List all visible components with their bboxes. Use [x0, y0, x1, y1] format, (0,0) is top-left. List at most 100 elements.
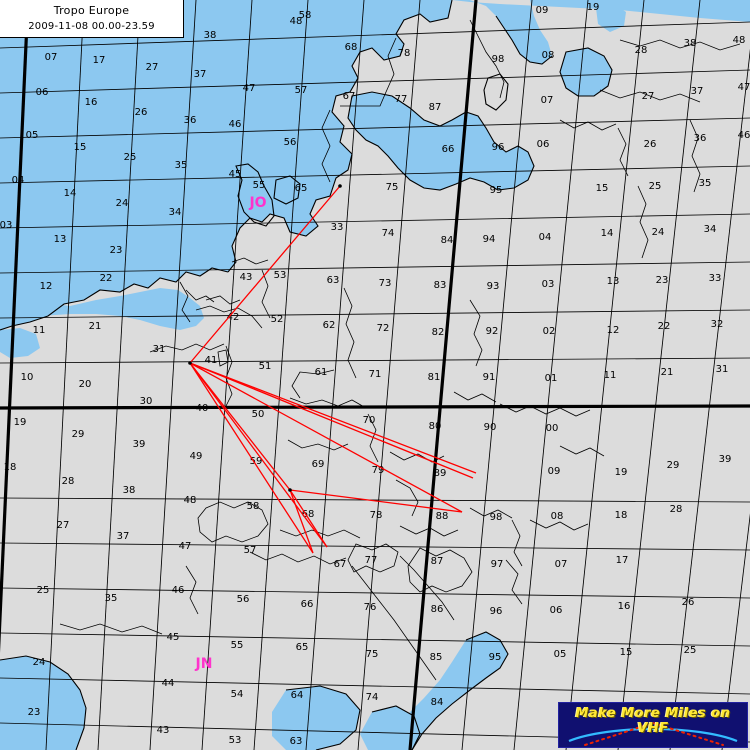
grid-square-label: 15 [74, 142, 87, 153]
grid-field-label: JN [195, 656, 213, 672]
grid-square-label: 22 [658, 321, 671, 332]
grid-square-label: 25 [37, 585, 50, 596]
border-at-hu [395, 479, 419, 517]
title-box: Tropo Europe 2009-11-08 00.00-23.59 [0, 0, 184, 38]
grid-square-label: 19 [587, 2, 600, 13]
grid-square-label: 56 [284, 137, 297, 148]
grid-square-label: 18 [4, 462, 17, 473]
grid-field-labels: JO JN [195, 195, 267, 672]
grid-square-label: 48 [184, 495, 197, 506]
grid-square-label: 16 [85, 97, 98, 108]
grid-square-label: 47 [179, 541, 192, 552]
grid-square-label: 70 [363, 415, 376, 426]
grid-square-label: 58 [299, 10, 312, 21]
grid-square-label: 47 [738, 82, 750, 93]
grid-square-label: 03 [542, 279, 555, 290]
grid-square-label: 69 [312, 459, 325, 470]
grid-square-label: 80 [429, 421, 442, 432]
grid-square-label: 53 [229, 735, 242, 746]
sea-tyrrhenian [360, 706, 420, 750]
grid-square-label: 12 [607, 325, 620, 336]
tropo-path-line [289, 489, 463, 513]
grid-square-label: 11 [33, 325, 46, 336]
border-it-north [249, 551, 347, 565]
grid-square-label: 23 [28, 707, 41, 718]
grid-square-label: 19 [615, 467, 628, 478]
grid-square-label: 23 [110, 245, 123, 256]
sea-baltic [348, 92, 534, 190]
grid-square-label: 44 [162, 678, 175, 689]
grid-square-label: 06 [36, 87, 49, 98]
grid-square-label: 08 [551, 511, 564, 522]
grid-square-label: 67 [334, 559, 347, 570]
grid-square-label: 81 [428, 372, 441, 383]
grid-square-label: 21 [89, 321, 102, 332]
grid-square-label: 59 [250, 456, 263, 467]
coast-scandinavia [227, 0, 453, 273]
grid-square-label: 78 [370, 510, 383, 521]
grid-square-label: 17 [616, 555, 629, 566]
grid-square-label: 09 [548, 466, 561, 477]
grid-square-label: 29 [72, 429, 85, 440]
grid-square-label: 37 [194, 69, 207, 80]
grid-square-label: 84 [431, 697, 444, 708]
border-ba [407, 547, 473, 593]
grid-square-label: 57 [244, 545, 257, 556]
grid-square-label: 26 [135, 107, 148, 118]
tropo-path-line [189, 362, 477, 474]
grid-square-label: 72 [377, 323, 390, 334]
grid-square-label: 18 [615, 510, 628, 521]
grid-square-label: 29 [667, 460, 680, 471]
border-se-fi [469, 19, 505, 99]
grid-square-label: 45 [167, 632, 180, 643]
sea-ligurian [272, 686, 360, 750]
tropo-path-line [189, 362, 474, 479]
grid-square-label: 39 [719, 454, 732, 465]
border-de-nl [205, 295, 241, 305]
grid-square-label: 07 [555, 559, 568, 570]
grid-square-label: 52 [271, 314, 284, 325]
grid-square-label: 93 [487, 281, 500, 292]
grid-square-label: 68 [302, 509, 315, 520]
grid-square-label: 11 [604, 370, 617, 381]
sea-gulf-riga [560, 48, 612, 96]
grid-square-label: 02 [543, 326, 556, 337]
grid-square-label: 51 [259, 361, 272, 372]
grid-square-label: 12 [40, 281, 53, 292]
border-ru-east [689, 119, 701, 193]
grid-square-label: 31 [153, 344, 166, 355]
grid-square-label: 65 [295, 183, 308, 194]
grid-square-label: 54 [231, 689, 244, 700]
grid-square-label: 09 [536, 5, 549, 16]
grid-square-label: 76 [364, 602, 377, 613]
grid-square-label: 13 [54, 234, 67, 245]
grid-square-label: 17 [93, 55, 106, 66]
border-de-inner-elbe [261, 269, 271, 319]
grid-square-label: 97 [491, 559, 504, 570]
grid-square-label: 37 [691, 86, 704, 97]
hub-north-marker [338, 184, 342, 188]
border-fr-it [185, 565, 199, 615]
border-ro-inner [529, 519, 589, 531]
grid-square-label: 08 [542, 50, 555, 61]
grid-square-label: 85 [430, 652, 443, 663]
grid-square-label: 14 [64, 188, 77, 199]
border-fr-es [59, 623, 163, 635]
border-de-cz [289, 397, 367, 409]
grid-square-label: 36 [184, 115, 197, 126]
border-by-ru [637, 185, 649, 259]
sea-northwest-inlet [0, 328, 40, 358]
grid-square-label: 36 [694, 133, 707, 144]
grid-square-label: 94 [483, 234, 496, 245]
grid-square-label: 49 [190, 451, 203, 462]
grid-square-label: 28 [62, 476, 75, 487]
grid-square-label: 66 [442, 144, 455, 155]
border-no-se-north [340, 37, 397, 107]
grid-square-label: 05 [26, 130, 39, 141]
tropo-paths [189, 185, 477, 554]
field-line-vertical-west [0, 0, 30, 653]
grid-square-label: 33 [331, 222, 344, 233]
